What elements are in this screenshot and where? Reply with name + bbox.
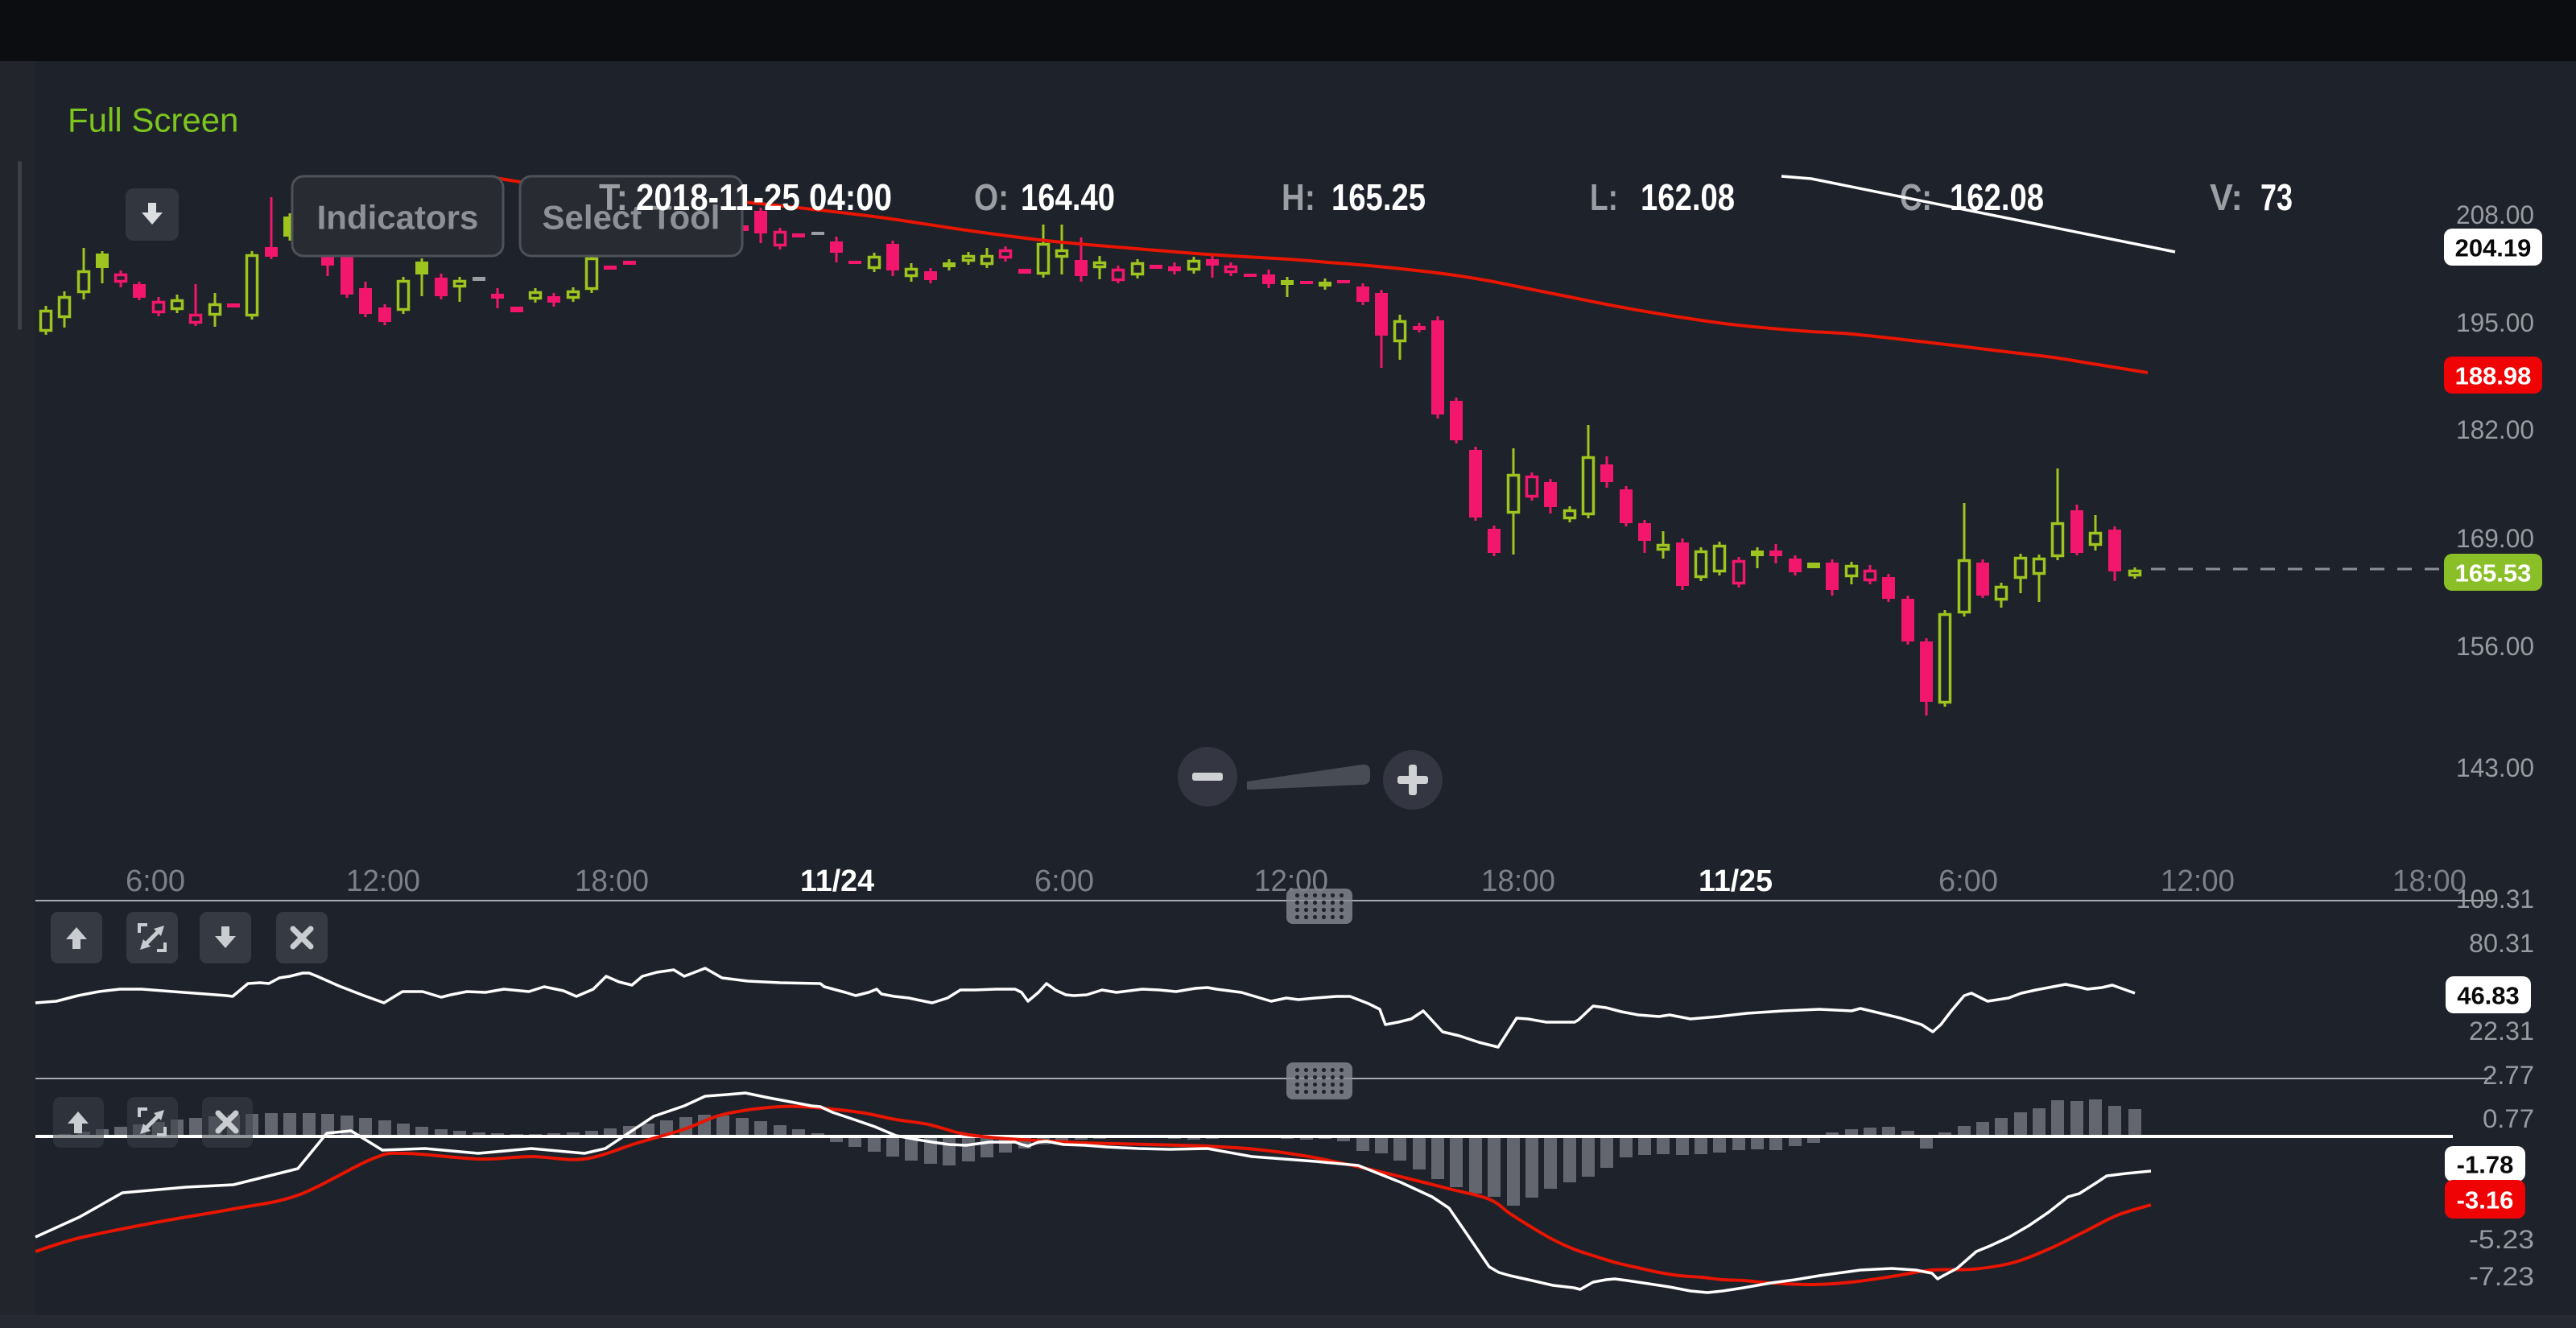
svg-text:188.98: 188.98 (2455, 362, 2532, 390)
svg-text:18:00: 18:00 (2392, 864, 2467, 898)
svg-text:2.77: 2.77 (2483, 1061, 2534, 1090)
svg-text:22.31: 22.31 (2469, 1017, 2534, 1045)
svg-text:169.00: 169.00 (2456, 524, 2534, 553)
svg-text:6:00: 6:00 (126, 864, 185, 898)
svg-text:12:00: 12:00 (2161, 864, 2235, 898)
svg-text:143.00: 143.00 (2456, 753, 2534, 782)
svg-text:46.83: 46.83 (2457, 982, 2520, 1010)
svg-text:2018-11-25 04:00: 2018-11-25 04:00 (636, 176, 892, 218)
svg-text:T:: T: (599, 176, 628, 218)
svg-text:Indicators: Indicators (317, 199, 479, 237)
svg-text:18:00: 18:00 (1481, 864, 1555, 898)
svg-text:12:00: 12:00 (346, 864, 420, 898)
svg-text:208.00: 208.00 (2456, 200, 2534, 229)
svg-text:11/25: 11/25 (1699, 864, 1773, 898)
svg-text:182.00: 182.00 (2456, 415, 2534, 444)
svg-text:6:00: 6:00 (1034, 864, 1094, 898)
svg-text:162.08: 162.08 (1641, 176, 1735, 218)
svg-text:V:: V: (2210, 176, 2243, 218)
svg-text:164.40: 164.40 (1021, 176, 1115, 218)
svg-text:-7.23: -7.23 (2469, 1262, 2534, 1291)
svg-text:12:00: 12:00 (1254, 864, 1328, 898)
svg-text:109.31: 109.31 (2456, 885, 2534, 914)
svg-text:H:: H: (1282, 176, 1315, 218)
svg-text:73: 73 (2260, 176, 2293, 218)
svg-text:0.77: 0.77 (2483, 1104, 2534, 1133)
svg-text:-5.23: -5.23 (2469, 1225, 2534, 1254)
svg-text:O:: O: (974, 176, 1009, 218)
svg-text:204.19: 204.19 (2455, 234, 2532, 262)
svg-text:-3.16: -3.16 (2457, 1186, 2514, 1215)
svg-text:162.08: 162.08 (1950, 176, 2044, 218)
svg-text:165.53: 165.53 (2455, 559, 2532, 588)
svg-text:11/24: 11/24 (800, 864, 874, 898)
svg-text:80.31: 80.31 (2469, 929, 2534, 958)
svg-text:Full Screen: Full Screen (68, 101, 238, 139)
svg-text:6:00: 6:00 (1938, 864, 1998, 898)
svg-text:18:00: 18:00 (575, 864, 649, 898)
svg-text:156.00: 156.00 (2456, 632, 2534, 661)
svg-text:165.25: 165.25 (1331, 176, 1426, 218)
svg-text:Select Tool: Select Tool (543, 199, 720, 237)
svg-text:L:: L: (1590, 176, 1618, 218)
svg-text:-1.78: -1.78 (2457, 1151, 2514, 1179)
svg-text:195.00: 195.00 (2456, 308, 2534, 337)
